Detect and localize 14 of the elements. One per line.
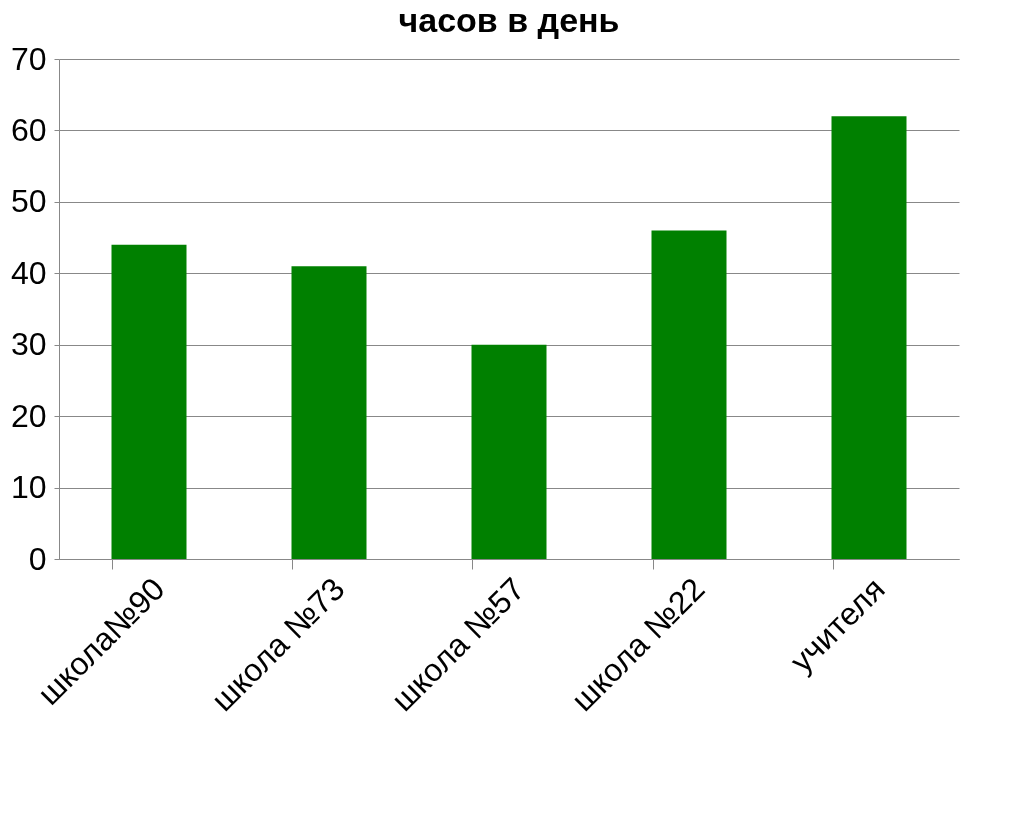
chart-title: часов в день [398, 1, 620, 39]
bar [111, 244, 187, 559]
y-tick-label: 0 [28, 540, 47, 577]
y-tick-label: 50 [10, 183, 47, 220]
bar [471, 344, 547, 559]
bar [291, 266, 367, 559]
y-tick-label: 20 [10, 397, 47, 434]
y-tick-label: 40 [10, 254, 47, 291]
bar [831, 116, 907, 559]
y-tick-label: 60 [10, 111, 47, 148]
y-tick-label: 70 [10, 40, 47, 77]
y-tick-label: 10 [10, 469, 47, 506]
y-tick-label: 30 [10, 326, 47, 363]
bar [651, 230, 727, 559]
